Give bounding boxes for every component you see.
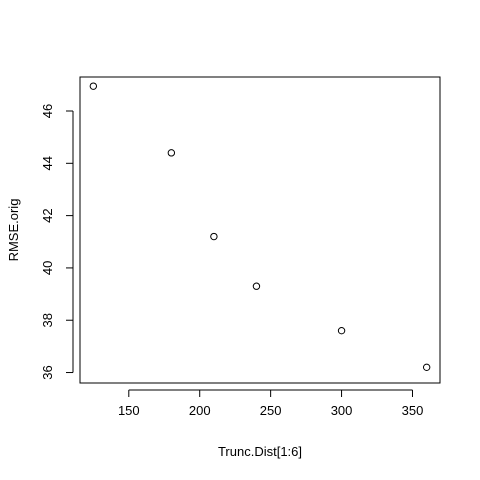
x-tick-label: 200 bbox=[189, 403, 211, 418]
data-point bbox=[89, 82, 98, 90]
x-tick-label: 350 bbox=[402, 403, 424, 418]
y-tick-label: 44 bbox=[40, 156, 55, 170]
x-tick-label: 150 bbox=[118, 403, 140, 418]
x-axis: 150 200 250 300 350 bbox=[118, 389, 424, 418]
data-points bbox=[89, 82, 431, 372]
y-axis: 36 38 40 42 44 46 bbox=[40, 104, 74, 380]
data-point bbox=[210, 232, 218, 241]
data-point bbox=[167, 149, 176, 157]
x-axis-label: Trunc.Dist[1:6] bbox=[218, 444, 302, 459]
y-tick-label: 40 bbox=[40, 261, 55, 275]
data-point bbox=[252, 282, 261, 290]
y-axis-label: RMSE.orig bbox=[6, 199, 21, 262]
y-tick-label: 46 bbox=[40, 104, 55, 118]
x-tick-label: 250 bbox=[260, 403, 282, 418]
plot-area-box bbox=[79, 76, 441, 384]
y-tick-label: 42 bbox=[40, 208, 55, 222]
y-tick-label: 36 bbox=[40, 365, 55, 379]
y-tick-label: 38 bbox=[40, 313, 55, 327]
x-tick-label: 300 bbox=[331, 403, 353, 418]
data-point bbox=[337, 326, 346, 335]
data-point bbox=[422, 363, 431, 372]
